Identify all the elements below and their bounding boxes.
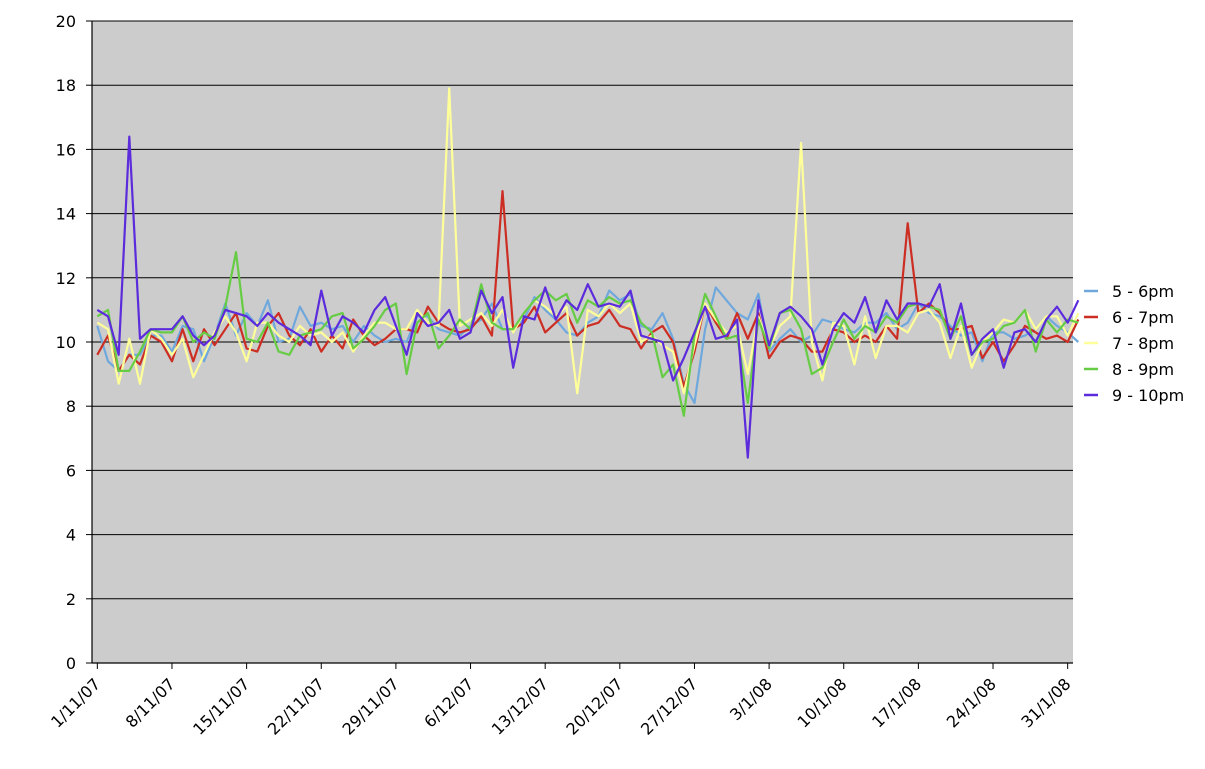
- x-tick-label: 6/12/07: [420, 674, 477, 731]
- x-tick-label: 31/1/08: [1017, 674, 1074, 731]
- x-tick-label: 20/12/07: [562, 674, 626, 738]
- x-tick-label: 15/11/07: [189, 674, 253, 738]
- legend-label: 5 - 6pm: [1112, 282, 1174, 301]
- legend-label: 9 - 10pm: [1112, 386, 1184, 405]
- series-lines: [96, 87, 1080, 459]
- y-axis-tick-labels: 0 2 4 6 8 10 12 14 16 18 20: [56, 12, 76, 673]
- y-tick-label: 0: [66, 654, 76, 673]
- y-tick-label: 16: [56, 140, 76, 159]
- y-tick-label: 18: [56, 76, 76, 95]
- gridlines: [92, 20, 1073, 600]
- x-tick-label: 27/12/07: [637, 674, 701, 738]
- x-tick-label: 10/1/08: [794, 674, 851, 731]
- x-tick-label: 13/12/07: [488, 674, 552, 738]
- y-tick-label: 10: [56, 333, 76, 352]
- y-tick-label: 20: [56, 12, 76, 31]
- x-tick-label: 1/11/07: [47, 674, 104, 731]
- x-tick-label: 8/11/07: [122, 674, 179, 731]
- x-axis-tick-labels: 1/11/07 8/11/07 15/11/07 22/11/07 29/11/07 6/…: [47, 674, 1074, 738]
- y-tick-label: 4: [66, 526, 76, 545]
- x-tick-label: 3/1/08: [726, 674, 776, 724]
- y-tick-label: 12: [56, 269, 76, 288]
- legend-label: 8 - 9pm: [1112, 360, 1174, 379]
- y-tick-label: 2: [66, 590, 76, 609]
- axes: [86, 20, 1073, 669]
- x-tick-label: 17/1/08: [868, 674, 925, 731]
- y-tick-label: 14: [56, 205, 76, 224]
- x-tick-label: 24/1/08: [943, 674, 1000, 731]
- legend-label: 7 - 8pm: [1112, 334, 1174, 353]
- x-tick-label: 29/11/07: [338, 674, 402, 738]
- legend-label: 6 - 7pm: [1112, 308, 1174, 327]
- y-tick-label: 8: [66, 397, 76, 416]
- series-line-4: [96, 135, 1080, 459]
- series-line-1: [96, 190, 1080, 388]
- x-tick-label: 22/11/07: [264, 674, 328, 738]
- y-tick-label: 6: [66, 461, 76, 480]
- legend: 5 - 6pm 6 - 7pm 7 - 8pm 8 - 9pm 9 - 10pm: [1084, 282, 1184, 405]
- series-line-0: [96, 286, 1080, 405]
